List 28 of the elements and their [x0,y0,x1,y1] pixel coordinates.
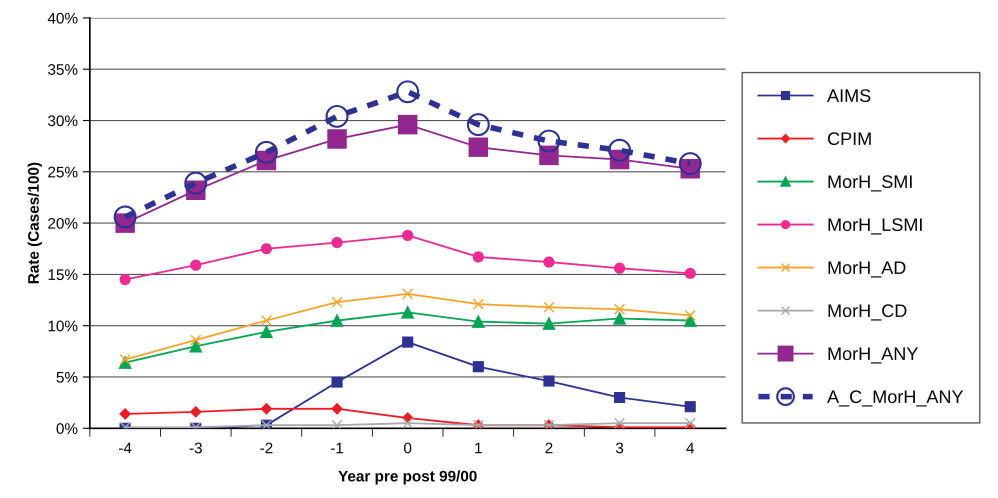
x-axis-title: Year pre post 99/00 [338,470,477,485]
x-tick-label: -4 [119,442,132,454]
y-axis-title: Rate (Cases/100) [28,162,42,284]
x-tick-label: 3 [616,442,624,454]
legend-label: MorH_AD [828,261,906,278]
x-tick-label: 2 [545,442,552,454]
x-tick-label: -3 [190,442,202,454]
y-tick-label: 35% [48,64,78,75]
y-tick-label: 40% [48,12,78,24]
x-tick-label: -2 [260,442,272,454]
y-tick-label: 30% [48,115,78,126]
legend-label: CPIM [828,132,871,146]
legend-label: MorH_SMI [828,175,912,192]
y-tick-label: 10% [48,320,78,332]
legend-label: AIMS [827,89,870,102]
legend-label: MorH_LSMI [828,218,922,234]
x-tick-label: -1 [330,442,344,454]
x-tick-label: 1 [475,442,482,454]
y-tick-label: 0% [56,423,78,434]
x-tick-label: 0 [404,442,412,454]
y-tick-label: 20% [48,218,78,229]
y-tick-label: 5% [56,372,78,383]
y-tick-label: 25% [48,166,78,178]
legend-label: MorH_CD [828,304,906,320]
legend-label: A_C_MorH_ANY [827,390,964,407]
y-tick-label: 15% [48,269,78,280]
legend-label: MorH_ANY [828,348,918,364]
x-tick-label: 4 [686,442,694,454]
